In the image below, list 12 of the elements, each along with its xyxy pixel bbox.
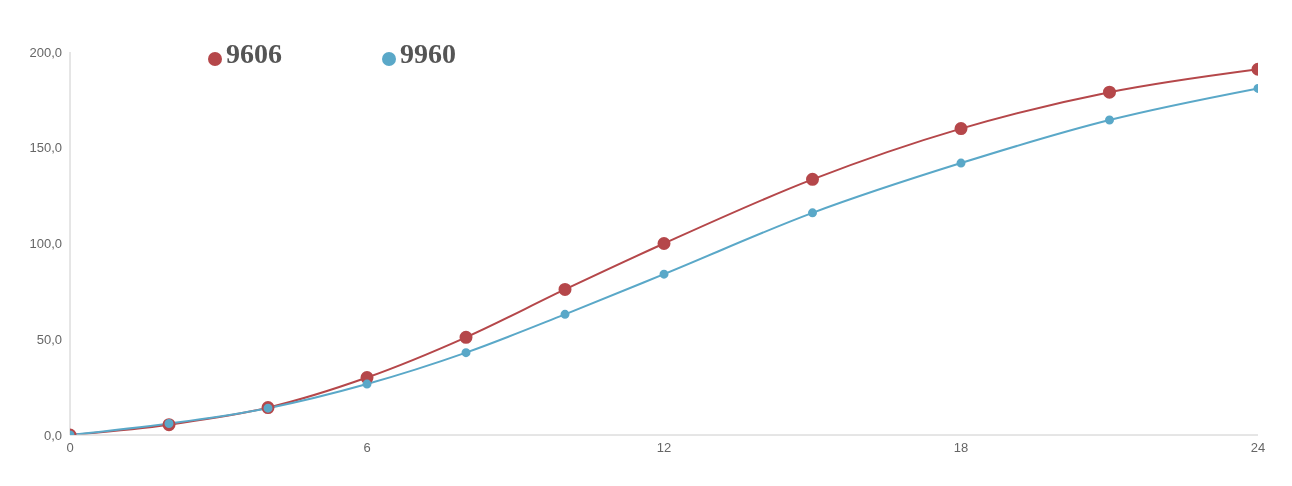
x-tick-label: 12 [656, 440, 672, 456]
x-tick-label: 0 [66, 440, 74, 456]
x-tick-label: 24 [1250, 440, 1266, 456]
y-tick-label: 100,0 [29, 236, 62, 252]
legend-label: 9960 [400, 38, 456, 69]
y-tick-label: 50,0 [36, 331, 62, 347]
x-tick-label: 6 [363, 440, 371, 456]
y-tick-label: 150,0 [29, 140, 62, 156]
x-tick-label: 18 [953, 440, 969, 456]
y-tick-label: 0,0 [43, 427, 62, 443]
y-tick-label: 200,0 [29, 44, 62, 60]
legend-label: 9606 [226, 38, 282, 69]
